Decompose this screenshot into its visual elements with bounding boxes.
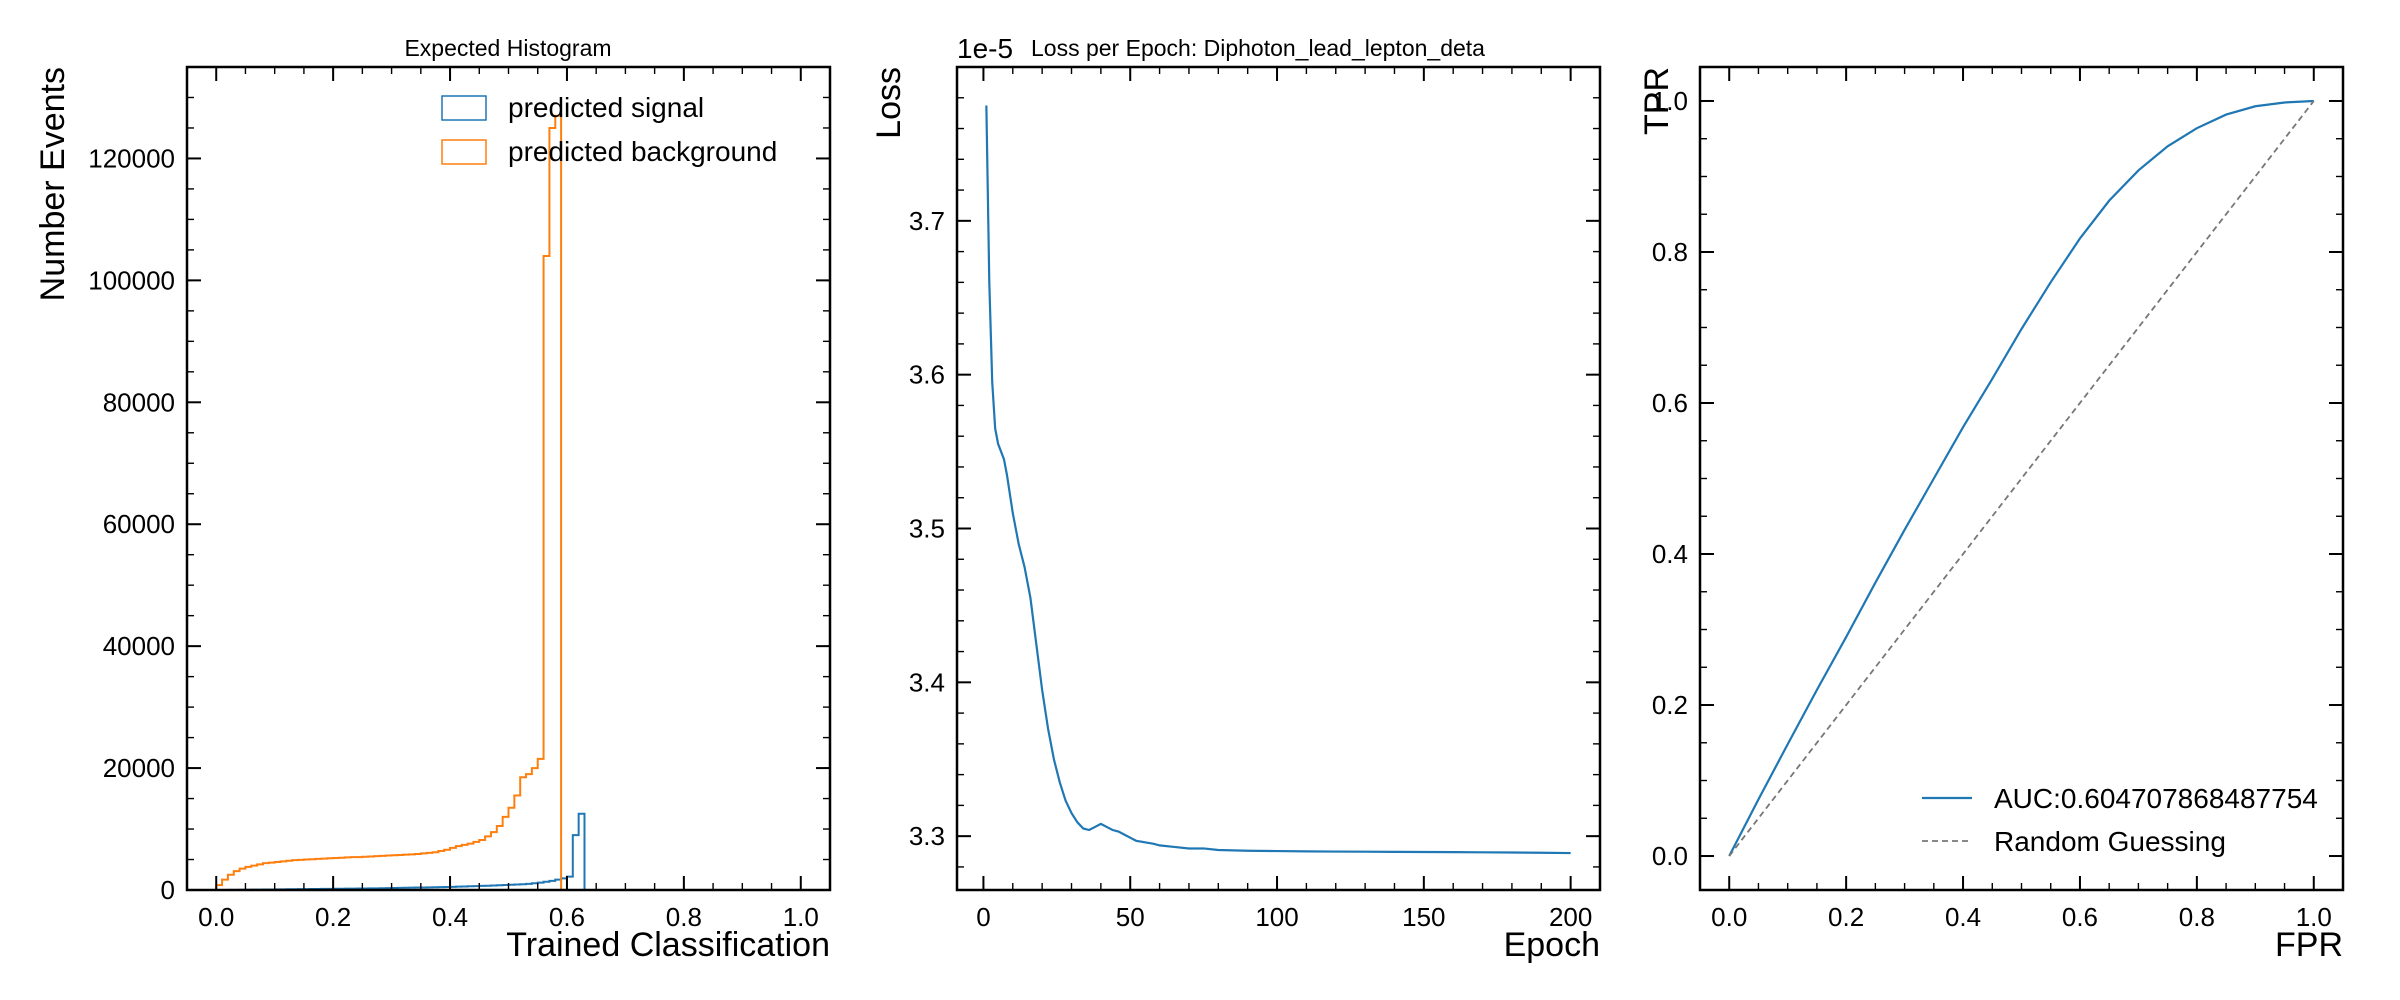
x-tick-label: 0.6 (2062, 902, 2098, 932)
roc-xlabel: FPR (2275, 926, 2343, 964)
legend-label-background: predicted background (508, 136, 777, 167)
y-tick-label: 0.4 (1652, 539, 1688, 569)
legend-swatch-signal (441, 95, 487, 121)
x-tick-label: 0.8 (2179, 902, 2215, 932)
y-tick-label: 80000 (103, 387, 175, 417)
y-tick-label: 1.0 (1652, 86, 1688, 116)
x-tick-label: 0.4 (432, 902, 468, 932)
histogram-ticks: 0.0 0.2 0.4 0.6 0.8 1.0 0 20000 40000 60000 80000 1… (88, 66, 830, 932)
y-tick-label: 3.4 (909, 667, 945, 697)
x-tick-label: 1.0 (2296, 902, 2332, 932)
y-tick-label: 40000 (103, 631, 175, 661)
x-tick-label: 200 (1549, 902, 1592, 932)
x-tick-label: 50 (1116, 902, 1145, 932)
y-tick-label: 3.3 (909, 821, 945, 851)
histogram-panel: Expected Histogram 0.0 0.2 0.4 0.6 0.8 1.0 0 20… (34, 35, 832, 964)
roc-frame (1698, 65, 2345, 892)
x-tick-label: 0.2 (315, 902, 351, 932)
histogram-plot-area (215, 114, 586, 891)
roc-ylabel: TPR (1638, 67, 1676, 135)
x-tick-label: 0.0 (198, 902, 234, 932)
x-tick-label: 100 (1255, 902, 1298, 932)
x-tick-label: 1.0 (783, 902, 819, 932)
loss-offset-label: 1e-5 (957, 33, 1013, 64)
histogram-ylabel: Number Events (34, 67, 72, 301)
x-tick-label: 0.8 (666, 902, 702, 932)
x-tick-label: 0.0 (1711, 902, 1747, 932)
loss-panel: Loss per Epoch: Diphoton_lead_lepton_det… (870, 33, 1602, 964)
roc-random-line (1728, 100, 2315, 857)
legend-label-random: Random Guessing (1994, 826, 2226, 857)
y-tick-label: 120000 (88, 143, 175, 173)
histogram-title: Expected Histogram (404, 35, 611, 61)
legend-label-signal: predicted signal (508, 92, 704, 123)
y-tick-label: 0.0 (1652, 841, 1688, 871)
x-tick-label: 0 (976, 902, 990, 932)
loss-xlabel: Epoch (1504, 926, 1600, 964)
loss-series-line (985, 105, 1571, 855)
y-tick-label: 0.8 (1652, 237, 1688, 267)
legend-swatch-background (441, 139, 487, 165)
roc-legend: AUC:0.604707868487754 Random Guessing (1922, 783, 2318, 857)
histogram-series-predicted-background (215, 114, 585, 891)
loss-frame (955, 65, 1602, 892)
roc-panel: 0.0 0.2 0.4 0.6 0.8 1.0 0.0 0.2 0.4 0.6 0.8 1.0 FPR… (1638, 65, 2345, 964)
histogram-frame (185, 65, 832, 892)
x-tick-label: 0.2 (1828, 902, 1864, 932)
y-tick-label: 20000 (103, 753, 175, 783)
loss-ticks: 0 50 100 150 200 3.3 3.4 3.5 3.6 3.7 (909, 67, 1601, 932)
x-tick-label: 0.6 (549, 902, 585, 932)
y-tick-label: 0 (161, 875, 175, 905)
y-tick-label: 0.6 (1652, 388, 1688, 418)
y-tick-label: 3.7 (909, 206, 945, 236)
roc-plot-area (1728, 99, 2315, 857)
y-tick-label: 0.2 (1652, 690, 1688, 720)
y-tick-label: 3.5 (909, 513, 945, 543)
histogram-series-predicted-signal (216, 812, 586, 891)
legend-label-auc: AUC:0.604707868487754 (1994, 783, 2318, 814)
loss-plot-area (985, 105, 1571, 855)
x-tick-label: 150 (1402, 902, 1445, 932)
histogram-legend: predicted signal predicted background (441, 92, 777, 167)
loss-title: Loss per Epoch: Diphoton_lead_lepton_det… (1031, 35, 1485, 61)
roc-curve-line (1728, 99, 2314, 857)
roc-ticks: 0.0 0.2 0.4 0.6 0.8 1.0 0.0 0.2 0.4 0.6 0.8 1.0 (1652, 67, 2343, 932)
y-tick-label: 3.6 (909, 360, 945, 390)
y-tick-label: 60000 (103, 509, 175, 539)
histogram-xlabel: Trained Classification (506, 926, 830, 964)
x-tick-label: 0.4 (1945, 902, 1981, 932)
loss-ylabel: Loss (870, 67, 908, 139)
y-tick-label: 100000 (88, 265, 175, 295)
